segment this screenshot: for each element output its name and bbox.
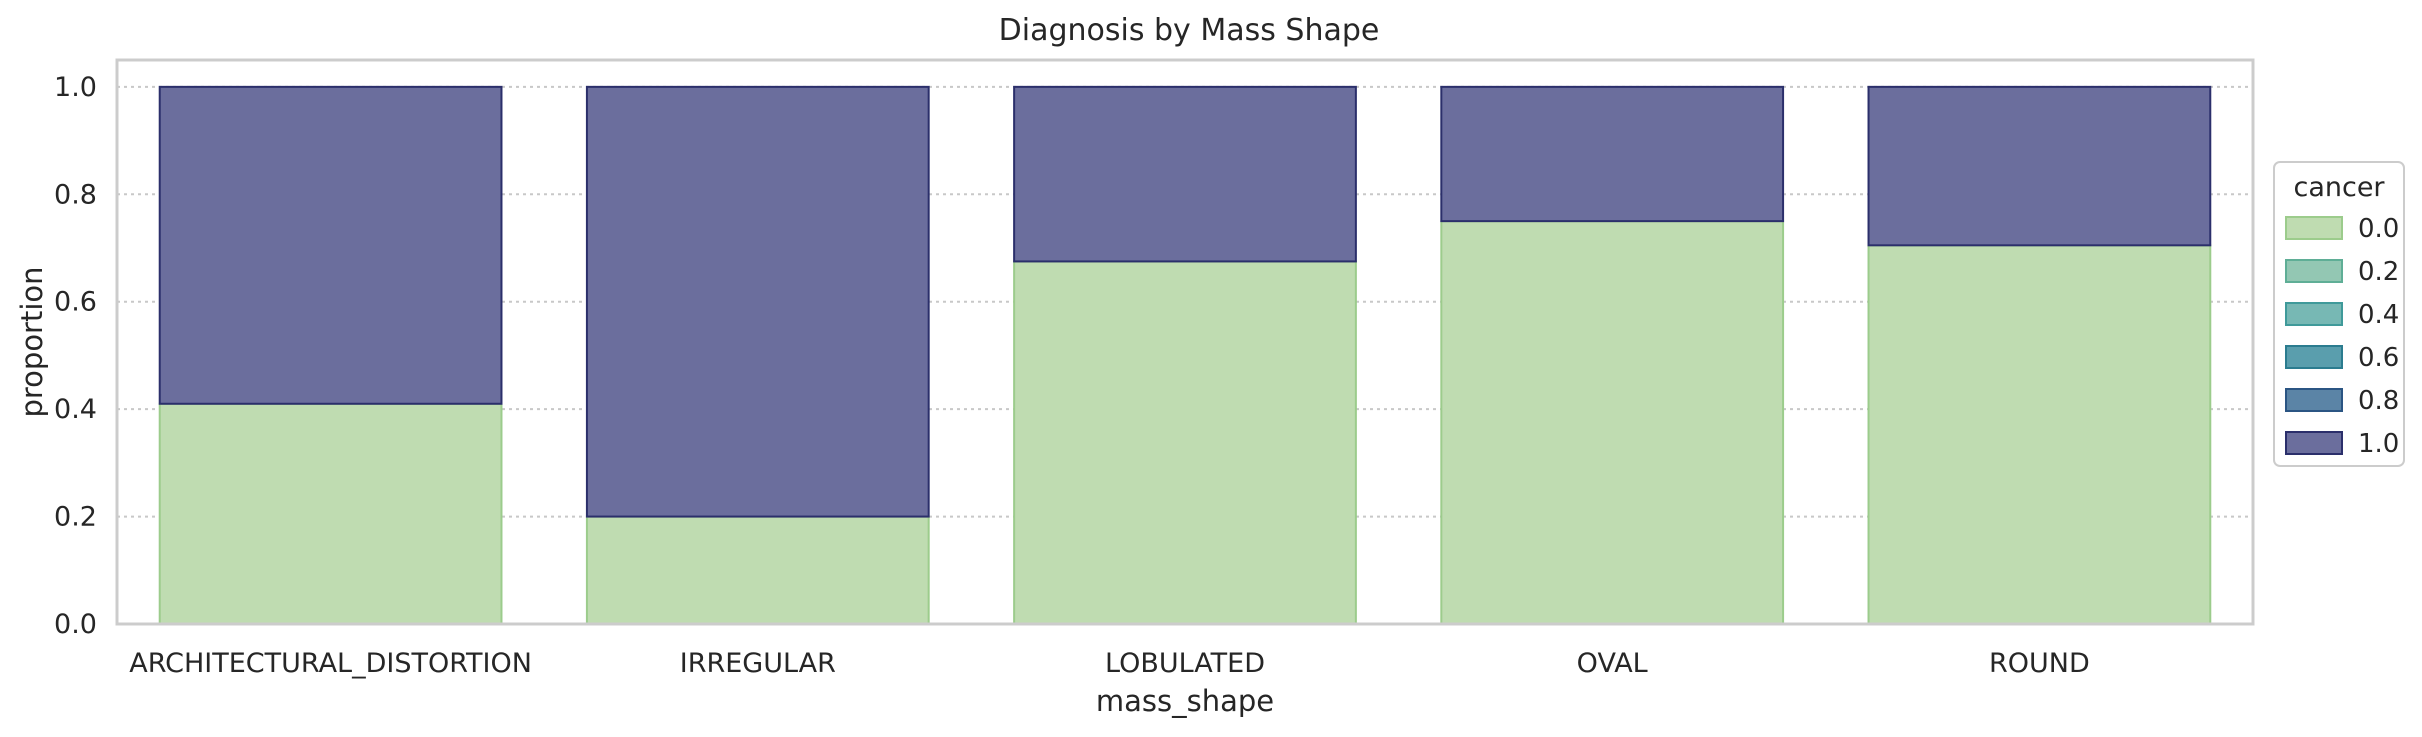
x-tick-label: IRREGULAR	[680, 648, 836, 679]
legend-label: 1.0	[2358, 429, 2399, 459]
bar-segment	[1440, 85, 1785, 223]
x-ticks: ARCHITECTURAL_DISTORTION IRREGULAR LOBULAT…	[129, 648, 2090, 679]
bar-segment	[585, 85, 930, 518]
x-tick-label: OVAL	[1577, 648, 1648, 679]
x-tick-label: LOBULATED	[1105, 648, 1265, 679]
legend-title: cancer	[2293, 172, 2385, 203]
legend-label: 0.0	[2358, 214, 2399, 244]
y-tick-label: 0.2	[54, 502, 97, 533]
y-tick-label: 1.0	[54, 72, 97, 103]
x-tick-label: ARCHITECTURAL_DISTORTION	[129, 648, 532, 679]
x-axis-title: mass_shape	[1096, 684, 1274, 718]
legend-swatch	[2285, 431, 2343, 455]
y-axis-title: proportion	[15, 266, 49, 417]
legend-label: 0.8	[2358, 386, 2399, 416]
bar-segment	[1867, 244, 2212, 625]
bar-segment	[1013, 85, 1357, 263]
chart-title: Diagnosis by Mass Shape	[999, 13, 1380, 48]
plot-frame	[115, 58, 2255, 626]
bars	[158, 85, 2212, 625]
legend-swatch	[2285, 216, 2343, 240]
y-ticks: 0.0 0.2 0.4 0.6 0.8 1.0	[54, 72, 97, 640]
bar-segment	[158, 402, 503, 625]
bar-segment	[158, 85, 503, 405]
legend-label: 0.6	[2358, 343, 2399, 373]
legend-swatch	[2285, 388, 2343, 412]
legend-label: 0.4	[2358, 300, 2399, 330]
bar-segment	[1013, 260, 1357, 625]
y-tick-label: 0.4	[54, 394, 97, 425]
legend-swatch	[2285, 345, 2343, 369]
y-tick-label: 0.6	[54, 287, 97, 318]
bar-segment	[585, 515, 930, 625]
legend-swatch	[2285, 259, 2343, 283]
x-tick-label: ROUND	[1989, 648, 2090, 679]
legend: cancer 0.0 0.2 0.4 0.6 0.8 1.0	[2273, 161, 2405, 467]
legend-label: 0.2	[2358, 257, 2399, 287]
y-tick-label: 0.8	[54, 179, 97, 210]
legend-swatch	[2285, 302, 2343, 326]
bar-segment	[1440, 220, 1785, 625]
bar-segment	[1867, 85, 2212, 247]
y-tick-label: 0.0	[54, 609, 97, 640]
